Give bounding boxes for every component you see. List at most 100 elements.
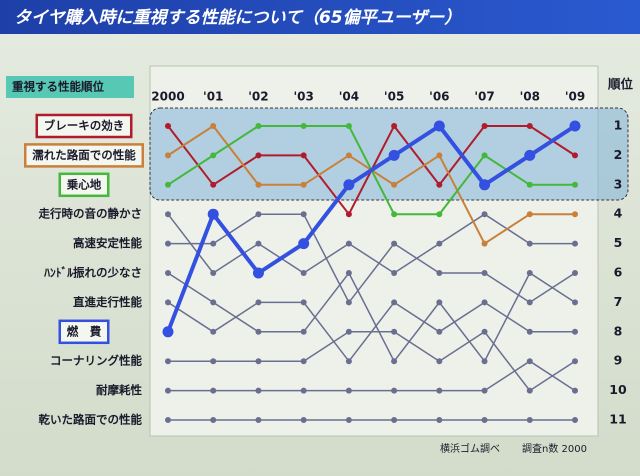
point [210, 123, 217, 129]
point [210, 358, 217, 365]
chart-title: タイヤ購入時に重視する性能について（65偏平ユーザー） [14, 8, 461, 28]
point [165, 358, 171, 365]
y-tick-label: 5 [614, 235, 623, 250]
series-label: ﾊﾝﾄﾞﾙ振れの少なさ [43, 266, 142, 280]
point [165, 299, 171, 306]
point [572, 358, 578, 365]
point [481, 211, 488, 218]
point [345, 387, 352, 394]
point [298, 238, 310, 250]
point [345, 328, 352, 335]
point [165, 211, 171, 218]
series-label: 走行時の音の静かさ [38, 207, 143, 221]
point [391, 123, 398, 129]
point [481, 358, 488, 365]
x-tick-label: '01 [203, 90, 223, 104]
subtitle: 重視する性能順位 [12, 80, 104, 94]
point [255, 240, 262, 247]
point [207, 208, 219, 220]
point [165, 417, 171, 423]
point [300, 123, 307, 129]
point [391, 328, 398, 335]
point [210, 299, 217, 306]
series-line [166, 123, 577, 333]
point [526, 417, 533, 423]
label-box [35, 113, 133, 139]
x-tick-label: '05 [384, 90, 404, 104]
point [524, 149, 536, 161]
point [255, 358, 262, 365]
point [388, 149, 400, 161]
x-tick-label: '09 [565, 90, 585, 104]
point [391, 358, 398, 365]
point [345, 299, 352, 306]
point [255, 387, 262, 394]
point [345, 123, 352, 129]
point [436, 240, 443, 247]
y-tick-label: 11 [609, 412, 626, 427]
x-tick-label: '07 [474, 90, 494, 104]
point [572, 417, 578, 423]
label-box [24, 143, 144, 168]
point [165, 152, 171, 159]
point [433, 120, 445, 132]
point [210, 240, 217, 247]
subtitle-box [6, 76, 134, 98]
point [255, 299, 262, 306]
series-line [168, 213, 576, 304]
point [165, 270, 171, 276]
y-tick-label: 4 [614, 206, 623, 221]
point [391, 181, 398, 188]
y-tick-label: 3 [614, 176, 623, 191]
series-label: 燃 費 [66, 324, 102, 338]
point [481, 417, 488, 423]
point [526, 240, 533, 247]
y-tick-label: 7 [614, 294, 623, 309]
x-tick-label: '04 [339, 90, 359, 104]
point [300, 152, 307, 159]
point [526, 123, 533, 129]
point [572, 181, 578, 188]
point [165, 387, 171, 394]
point [436, 417, 443, 423]
point [436, 358, 443, 365]
x-tick-label: '03 [293, 90, 313, 104]
point [572, 211, 578, 218]
series-label: 乾いた路面での性能 [39, 413, 143, 427]
point [391, 387, 398, 394]
series-label: 直進走行性能 [73, 295, 142, 309]
point [572, 299, 578, 306]
point [345, 240, 352, 247]
point [526, 181, 533, 188]
point [343, 179, 355, 191]
point [436, 181, 443, 188]
x-tick-label: 2000 [151, 90, 184, 104]
point [300, 270, 307, 276]
point [210, 152, 217, 159]
point [481, 240, 488, 247]
y-tick-label: 2 [614, 147, 623, 162]
point [526, 328, 533, 335]
point [345, 211, 352, 218]
series-label: 乗心地 [66, 177, 102, 191]
point [391, 240, 398, 247]
point [481, 328, 488, 335]
point [300, 417, 307, 423]
point [210, 387, 217, 394]
point [391, 270, 398, 276]
point [162, 326, 174, 338]
y-axis-title: 順位 [607, 77, 634, 92]
point [391, 299, 398, 306]
point [300, 358, 307, 365]
point [481, 270, 488, 276]
point [436, 299, 443, 306]
y-tick-label: 6 [614, 265, 623, 280]
point [572, 387, 578, 394]
point [526, 270, 533, 276]
point [255, 123, 262, 129]
point [479, 179, 491, 191]
label-box [58, 319, 110, 345]
point [572, 270, 578, 276]
series-label: 濡れた路面での性能 [32, 148, 136, 162]
